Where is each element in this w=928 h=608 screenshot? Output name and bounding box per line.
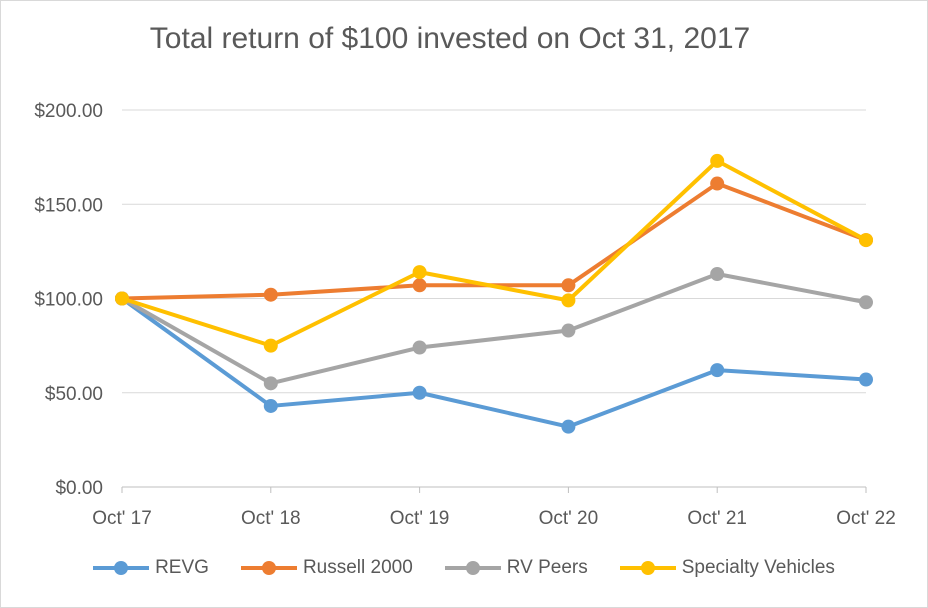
legend-item-revg: REVG [93,557,209,579]
chart-title: Total return of $100 invested on Oct 31,… [149,22,751,55]
data-point-rv-peers [263,376,278,391]
x-tick-label: Oct' 20 [539,508,599,529]
legend-marker [93,561,150,575]
data-point-specialty-vehicles [412,265,427,280]
series-line-revg [120,296,867,429]
y-tick-label: $150.00 [34,195,103,216]
series-line-rv-peers [121,271,867,386]
y-tick-label: $0.00 [55,478,103,499]
data-point-specialty-vehicles [859,233,873,248]
data-point-rv-peers [710,266,725,281]
y-tick-label: $200.00 [34,101,103,122]
data-point-russell-2000 [561,278,576,293]
x-tick-label: Oct' 18 [241,508,301,529]
data-point-revg [263,398,278,413]
legend-marker [619,561,676,575]
y-tick-label: $50.00 [45,384,103,405]
x-tick-label: Oct' 22 [836,508,896,529]
x-tick-label: Oct' 17 [92,508,152,529]
y-tick-label: $100.00 [34,290,103,311]
legend-label: Specialty Vehicles [681,557,835,578]
data-point-russell-2000 [710,176,725,191]
x-tick-label: Oct' 21 [687,508,747,529]
data-point-rv-peers [412,340,427,355]
legend-marker [444,561,501,575]
data-point-specialty-vehicles [115,291,129,306]
data-point-specialty-vehicles [263,338,278,353]
x-tick-label: Oct' 19 [390,508,450,529]
legend-label: REVG [155,557,209,578]
data-point-revg [710,363,725,378]
data-point-revg [859,372,873,387]
legend-marker [240,561,297,575]
legend-label: RV Peers [506,557,588,578]
data-point-revg [561,419,576,434]
legend: REVG Russell 2000 RV Peers Specialty Vehicl… [0,552,928,584]
data-point-specialty-vehicles [561,293,576,308]
data-point-revg [412,385,427,400]
legend-item-russell-2000: Russell 2000 [240,557,413,579]
data-point-rv-peers [561,323,576,338]
series-line-specialty-vehicles [121,158,867,348]
legend-label: Russell 2000 [302,557,413,578]
data-point-russell-2000 [412,278,427,293]
data-point-specialty-vehicles [710,153,725,168]
legend-item-rv-peers: RV Peers [444,557,588,579]
data-point-russell-2000 [263,287,278,302]
legend-item-specialty-vehicles: Specialty Vehicles [619,557,835,579]
data-point-rv-peers [859,295,873,310]
